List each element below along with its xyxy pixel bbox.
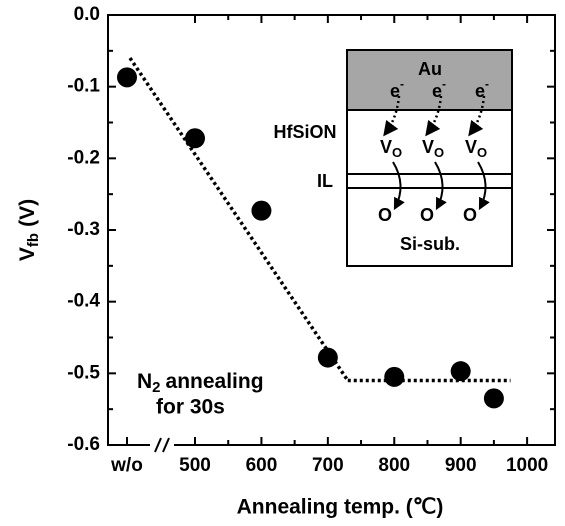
x-tick-label: 600 [246,455,278,476]
vacancy-subscript: O [434,145,444,160]
x-tick-label: 900 [445,455,477,476]
point [185,128,206,149]
electron-label: e- [390,77,404,101]
point [317,347,338,368]
annotation-symbol: N [137,370,152,393]
electron-symbol: e [475,81,485,101]
annotation-text: annealing [166,370,264,393]
electron-charge: - [442,77,446,91]
y-tick-label: -0.4 [67,291,100,312]
x-tick-label: 800 [378,455,410,476]
y-tick-label: -0.3 [67,219,100,240]
x-tick-label: 1000 [506,455,548,476]
electron-arrow [425,95,443,137]
point [251,200,272,221]
annotation: for 30s [156,396,225,419]
axis-break-gap [150,438,174,452]
dielectric-label: HfSiON [274,122,337,142]
x-tick-label: w/o [110,455,143,476]
point [117,67,137,88]
oxygen-label: O [378,205,392,225]
x-axis-label: Annealing temp. (℃) [237,496,444,519]
y-label-unit: (V) [16,199,39,227]
annotation-subscript: 2 [152,379,160,396]
il-label: IL [317,171,333,191]
vacancy-label: VO [465,137,487,161]
electron-symbol: e [432,81,442,101]
point [483,388,504,409]
y-tick-label: 0.0 [74,4,100,25]
vacancy-subscript: O [392,145,402,160]
oxygen-label: O [420,205,434,225]
electron-charge: - [485,77,489,91]
electron-label: e- [432,77,446,101]
y-axis-label: Vfb (V) [16,199,42,261]
axis-break [162,437,170,453]
oxygen-label: O [463,205,477,225]
y-label-symbol: V [16,247,39,261]
vacancy-symbol: V [380,137,392,157]
gate-label: Au [418,59,442,79]
y-tick-label: -0.1 [67,76,100,97]
vacancy-label: VO [422,137,444,161]
y-tick-label: -0.6 [67,434,100,455]
electron-label: e- [475,77,489,101]
oxygen-arrow [392,161,405,211]
vacancy-subscript: O [477,145,487,160]
oxygen-arrow [434,161,447,211]
vacancy-symbol: V [422,137,434,157]
electron-arrow [468,95,486,137]
electron-charge: - [400,77,404,91]
point [384,366,405,387]
fit-line [128,57,350,382]
substrate-label: Si-sub. [400,234,460,254]
point [450,361,471,382]
y-tick-label: -0.5 [67,362,100,383]
vacancy-symbol: V [465,137,477,157]
vacancy-label: VO [380,137,402,161]
gate-layer [346,49,513,111]
y-tick-label: -0.2 [67,147,100,168]
axis-break [154,437,162,453]
annotation: N2 annealing [137,370,264,396]
electron-arrow [383,95,401,137]
oxygen-arrow [477,161,490,211]
electron-symbol: e [390,81,400,101]
x-tick-label: 700 [312,455,344,476]
x-tick-label: 500 [179,455,211,476]
y-label-subscript: fb [25,233,42,247]
